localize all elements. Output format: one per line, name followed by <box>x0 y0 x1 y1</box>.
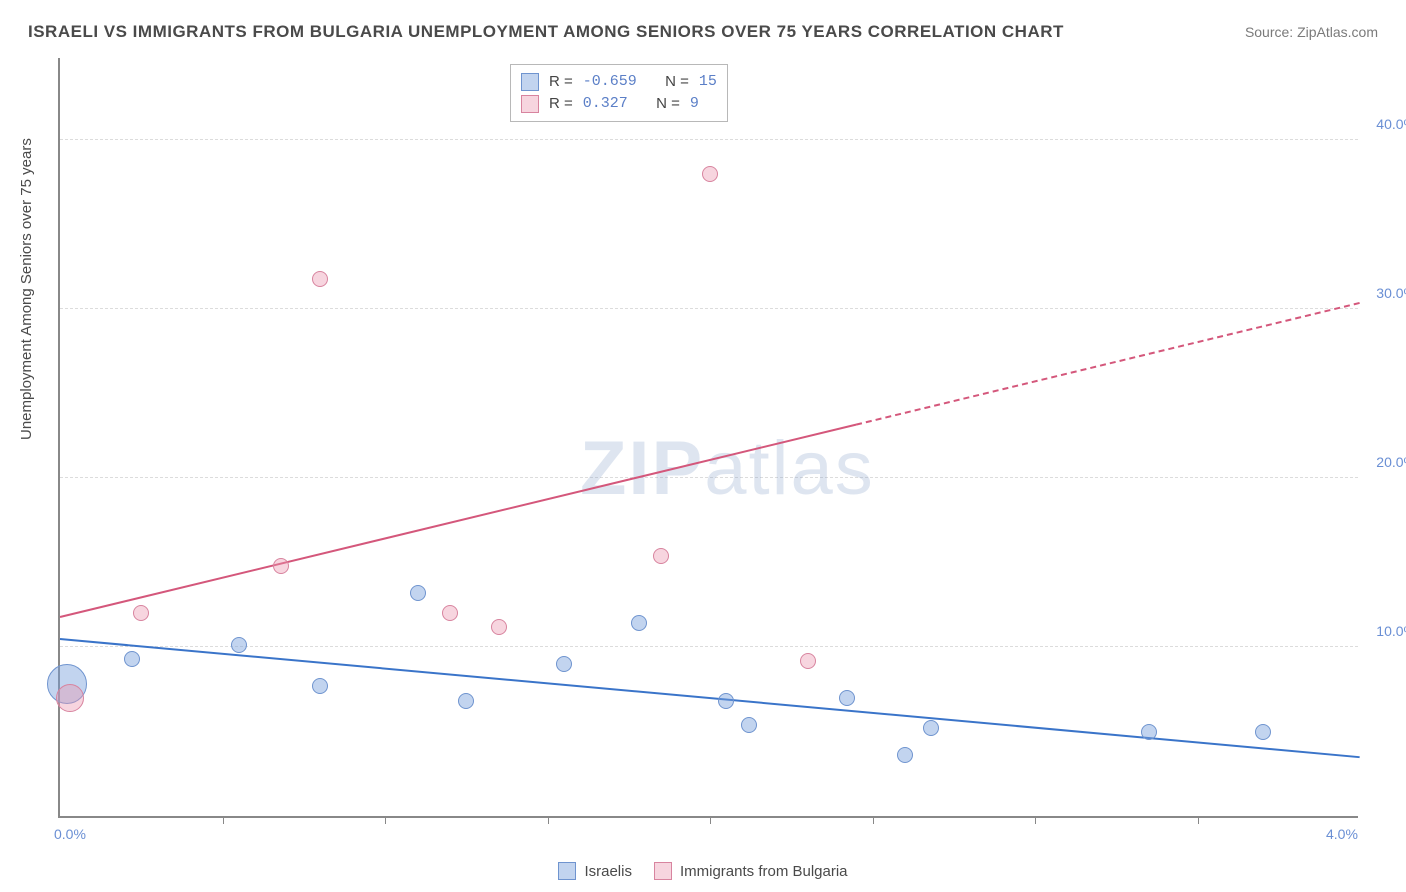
swatch-icon <box>521 73 539 91</box>
gridline <box>60 139 1358 140</box>
point-israelis <box>923 720 939 736</box>
stats-row-bulgaria: R = 0.327 N = 9 <box>521 93 717 115</box>
point-bulgaria <box>653 548 669 564</box>
x-tick <box>873 816 874 824</box>
chart-title: ISRAELI VS IMMIGRANTS FROM BULGARIA UNEM… <box>28 22 1064 42</box>
gridline <box>60 646 1358 647</box>
y-tick-label: 30.0% <box>1376 285 1406 301</box>
x-tick <box>710 816 711 824</box>
x-tick-label: 0.0% <box>54 826 86 842</box>
bottom-legend: Israelis Immigrants from Bulgaria <box>0 862 1406 880</box>
watermark: ZIPatlas <box>580 425 875 512</box>
gridline <box>60 477 1358 478</box>
point-bulgaria <box>273 558 289 574</box>
point-israelis <box>556 656 572 672</box>
source-label: Source: ZipAtlas.com <box>1245 24 1378 40</box>
y-tick-label: 20.0% <box>1376 454 1406 470</box>
point-israelis <box>897 747 913 763</box>
y-tick-label: 10.0% <box>1376 623 1406 639</box>
point-israelis <box>312 678 328 694</box>
point-israelis <box>458 693 474 709</box>
swatch-icon <box>654 862 672 880</box>
point-israelis <box>231 637 247 653</box>
stats-row-israelis: R = -0.659 N = 15 <box>521 71 717 93</box>
x-tick-label: 4.0% <box>1326 826 1358 842</box>
x-tick <box>385 816 386 824</box>
point-bulgaria <box>56 684 84 712</box>
y-tick-label: 40.0% <box>1376 116 1406 132</box>
x-tick <box>548 816 549 824</box>
legend-label: Israelis <box>584 863 632 880</box>
point-bulgaria <box>702 166 718 182</box>
point-israelis <box>718 693 734 709</box>
point-bulgaria <box>800 653 816 669</box>
legend-label: Immigrants from Bulgaria <box>680 863 848 880</box>
x-tick <box>1198 816 1199 824</box>
swatch-icon <box>558 862 576 880</box>
point-israelis <box>124 651 140 667</box>
y-axis-title: Unemployment Among Seniors over 75 years <box>18 138 35 440</box>
x-tick <box>1035 816 1036 824</box>
point-israelis <box>410 585 426 601</box>
x-tick <box>223 816 224 824</box>
point-israelis <box>741 717 757 733</box>
point-israelis <box>631 615 647 631</box>
swatch-icon <box>521 95 539 113</box>
point-israelis <box>1255 724 1271 740</box>
point-israelis <box>839 690 855 706</box>
gridline <box>60 308 1358 309</box>
legend-item: Immigrants from Bulgaria <box>654 862 848 880</box>
point-israelis <box>1141 724 1157 740</box>
point-bulgaria <box>491 619 507 635</box>
trend-line-israelis <box>60 639 1360 757</box>
plot-area: 10.0%20.0%30.0%40.0%0.0%4.0%ZIPatlasR = … <box>58 58 1358 818</box>
trend-line-bulgaria <box>60 303 1360 617</box>
point-bulgaria <box>312 271 328 287</box>
legend-item: Israelis <box>558 862 632 880</box>
point-bulgaria <box>133 605 149 621</box>
point-bulgaria <box>442 605 458 621</box>
stats-legend: R = -0.659 N = 15R = 0.327 N = 9 <box>510 64 728 122</box>
